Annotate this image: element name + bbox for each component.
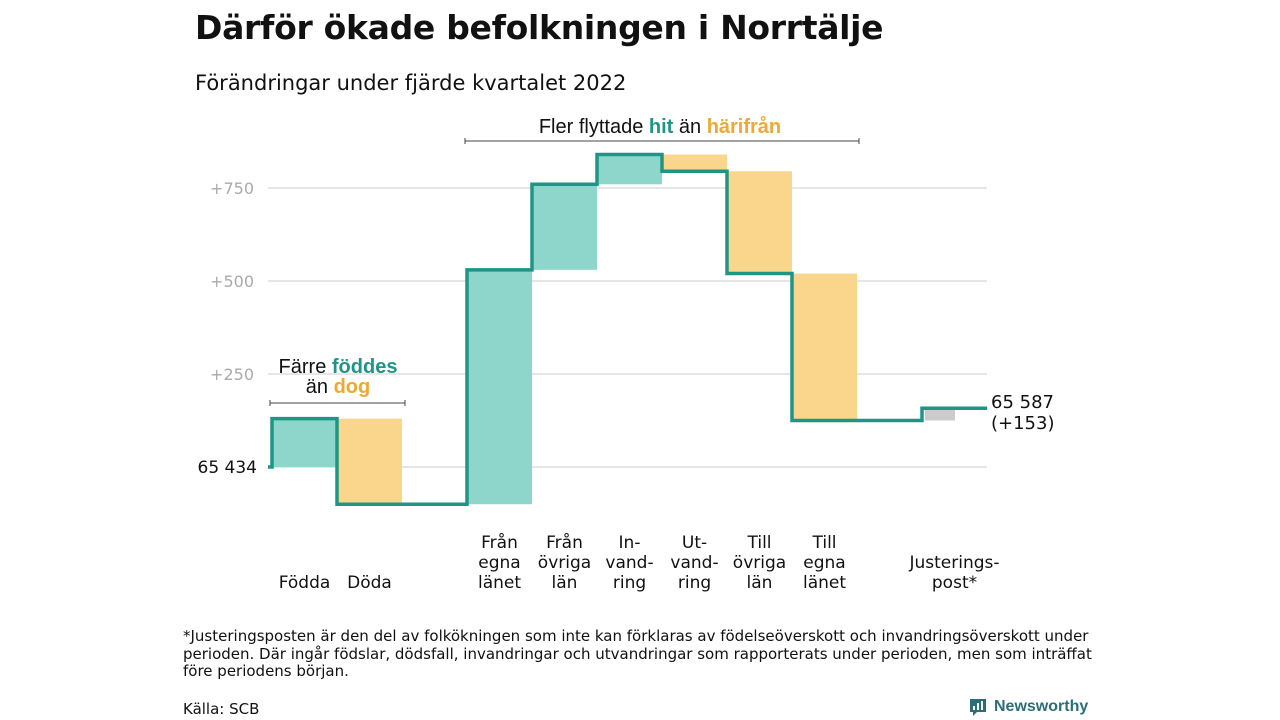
category-label: ring [613,573,646,593]
cumulative-step-line [268,152,987,506]
category-label: post* [932,573,977,593]
y-tick-label: +500 [210,272,254,291]
category-label: Från [546,532,583,553]
births-annotation-line1-part: föddes [332,356,398,378]
category-label: egna [478,553,520,573]
waterfall-bar [272,418,337,467]
category-label: vand- [605,553,653,573]
waterfall-bar [467,269,532,505]
category-label: In- [619,533,641,553]
category-label: länet [478,573,521,593]
migration-annotation-part: hit [649,116,674,138]
source-label: Källa: SCB [183,700,260,718]
migration-annotation: Fler flyttade hit än härifrån [539,115,781,138]
waterfall-bar [597,154,662,185]
births-annotation-line2-part: dog [334,376,371,398]
category-label: Till [811,533,836,553]
chart-title: Därför ökade befolkningen i Norrtälje [195,8,884,47]
migration-annotation-part: Fler flyttade [539,116,649,138]
waterfall-bar [532,184,597,270]
category-label: län [552,573,578,593]
category-label: vand- [670,553,718,573]
waterfall-bar [925,408,955,421]
brand-logo[interactable]: Newsworthy [968,697,1088,717]
births-annotation-line1: Färre föddes [279,356,398,378]
category-label: län [747,573,773,593]
waterfall-bar [792,273,857,421]
category-label: Till [746,533,771,553]
category-label: Från [481,532,518,553]
migration-annotation-part: härifrån [707,115,781,138]
category-label: Födda [279,573,331,593]
waterfall-bar [662,154,727,172]
category-label: övriga [733,553,786,573]
end-change-label: (+153) [991,413,1054,434]
category-label: övriga [538,553,591,573]
births-annotation-line1-part: Färre [279,356,332,378]
y-tick-label: +250 [210,365,254,384]
y-tick-label: +750 [210,179,254,198]
births-annotation-line2: än dog [306,376,370,398]
chart-subtitle: Förändringar under fjärde kvartalet 2022 [195,71,627,95]
category-label: länet [803,573,846,593]
category-label: Döda [347,573,392,593]
category-label: egna [803,553,845,573]
start-value-label: 65 434 [198,458,257,478]
migration-annotation-part: än [673,116,706,138]
footnote: *Justeringsposten är den del av folkökni… [183,627,1092,680]
waterfall-bar [727,171,792,274]
births-annotation-line2-part: än [306,376,334,398]
end-value-label: 65 587 [991,392,1054,413]
category-label: Ut- [682,533,707,553]
category-label: Justerings- [908,553,999,573]
brand-name: Newsworthy [994,698,1089,715]
category-label: ring [678,573,711,593]
waterfall-bar [337,418,402,505]
newsworthy-logo-icon [970,699,986,716]
